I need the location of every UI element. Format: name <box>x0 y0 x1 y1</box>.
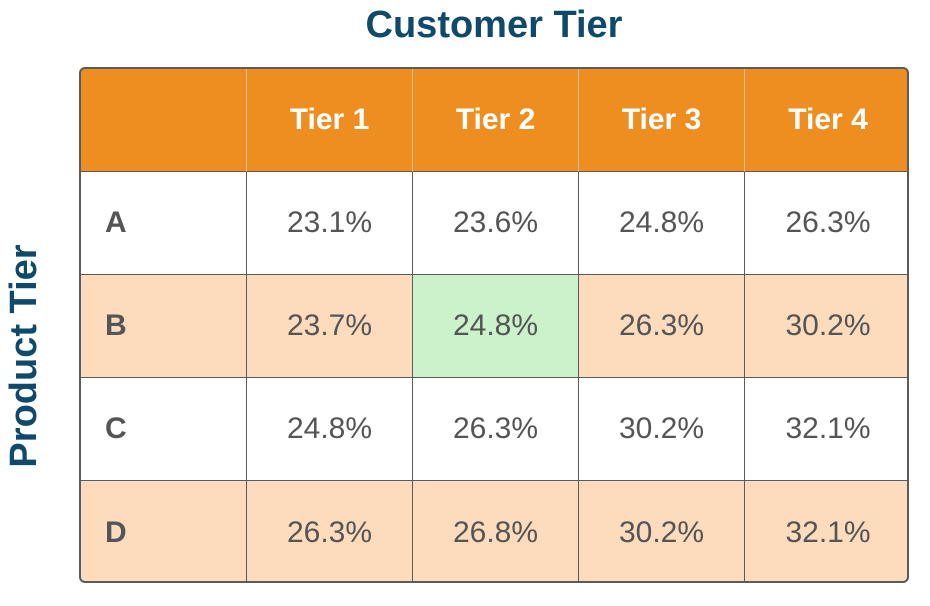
table-cell: 30.2% <box>579 481 745 581</box>
header-corner-cell <box>81 69 247 172</box>
table-cell: 26.8% <box>413 481 579 581</box>
table-cell: 24.8% <box>579 172 745 275</box>
data-table: Tier 1 Tier 2 Tier 3 Tier 4 A 23.1% 23.6… <box>79 67 909 583</box>
row-label-c: C <box>81 378 247 481</box>
table-cell: 30.2% <box>745 275 907 378</box>
table-cell: 23.6% <box>413 172 579 275</box>
highlighted-cell: 24.8% <box>413 275 579 378</box>
table-cell: 26.3% <box>745 172 907 275</box>
table-cell: 24.8% <box>247 378 413 481</box>
column-header-tier-1: Tier 1 <box>247 69 413 172</box>
row-label-d: D <box>81 481 247 581</box>
table-cell: 26.3% <box>413 378 579 481</box>
column-header-tier-2: Tier 2 <box>413 69 579 172</box>
table-cell: 32.1% <box>745 378 907 481</box>
column-header-tier-4: Tier 4 <box>745 69 907 172</box>
column-header-tier-3: Tier 3 <box>579 69 745 172</box>
row-axis-title: Product Tier <box>3 244 45 468</box>
table-cell: 26.3% <box>579 275 745 378</box>
row-label-a: A <box>81 172 247 275</box>
table-cell: 26.3% <box>247 481 413 581</box>
table-cell: 32.1% <box>745 481 907 581</box>
column-axis-title: Customer Tier <box>365 4 623 46</box>
table-cell: 23.1% <box>247 172 413 275</box>
table-cell: 30.2% <box>579 378 745 481</box>
row-label-b: B <box>81 275 247 378</box>
table-cell: 23.7% <box>247 275 413 378</box>
